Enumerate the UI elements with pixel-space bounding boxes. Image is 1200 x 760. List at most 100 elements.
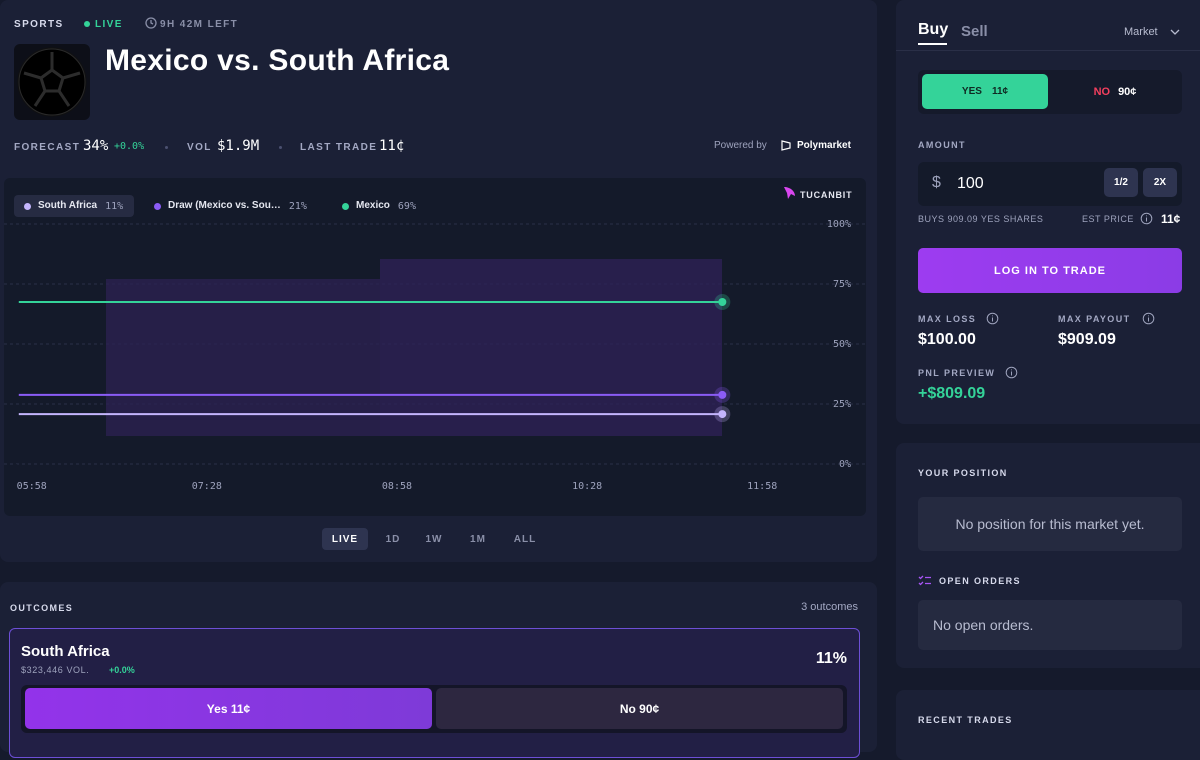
double-button[interactable]: 2X: [1143, 168, 1177, 197]
outcome-yes-button[interactable]: Yes 11¢: [25, 688, 432, 729]
outcome-volume: $323,446 VOL.: [21, 665, 90, 675]
volume-label: VOL: [187, 142, 212, 153]
provider-logo: [781, 140, 791, 151]
brand-logo: [784, 187, 795, 199]
outcomes-title: OUTCOMES: [10, 603, 74, 613]
recent-trades-title: RECENT TRADES: [918, 715, 1013, 725]
page: Mexico vs. South Africa {"header": {"cat…: [4, 0, 1200, 758]
y-tick-label: 100%: [827, 219, 851, 230]
time-left: 9H 42M LEFT: [160, 19, 239, 30]
max-loss-label: MAX LOSS: [918, 314, 977, 324]
market-title: Mexico vs. South Africa: [105, 44, 450, 77]
legend-label: South Africa: [38, 200, 98, 211]
orders-title: OPEN ORDERS: [939, 576, 1021, 586]
body: SPORTS LIVE 9H 42M LEFT Mexico vs. South…: [4, 0, 1200, 758]
pnl-value: +$809.09: [918, 385, 986, 402]
end-point: [718, 298, 727, 306]
brand-name: TUCANBIT: [800, 190, 853, 200]
trade-panel: [896, 0, 1200, 424]
x-tick-label: 05:58: [17, 481, 47, 492]
end-point: [718, 390, 727, 399]
login-button[interactable]: LOG IN TO TRADE: [918, 248, 1182, 293]
provider-name: Polymarket: [797, 140, 851, 151]
range-tab[interactable]: 1W: [425, 533, 443, 545]
outcomes-count: 3 outcomes: [801, 601, 858, 613]
yes-price: 11¢: [991, 86, 1009, 97]
outcome-change: +0.0%: [109, 665, 135, 675]
info-icon: [1142, 312, 1155, 325]
amount-input[interactable]: [918, 162, 1182, 206]
range-tab[interactable]: LIVE: [322, 528, 368, 550]
range-tab[interactable]: 1D: [385, 533, 401, 545]
divider: [896, 50, 1200, 51]
recent-trades-panel: [896, 690, 1200, 760]
volume-shade: [380, 259, 722, 436]
outcome-no-button[interactable]: No 90¢: [436, 688, 843, 729]
forecast-change: +0.0%: [114, 141, 145, 152]
no-label: NO: [1093, 85, 1111, 98]
range-tab[interactable]: ALL: [513, 533, 537, 545]
yes-button[interactable]: YES 11¢: [922, 74, 1048, 109]
x-tick-label: 07:28: [192, 481, 222, 492]
outcome-chance: 11%: [815, 650, 847, 667]
info-icon: [1140, 212, 1153, 225]
legend-highlight: [14, 195, 134, 217]
pnl-label: PNL PREVIEW: [918, 368, 996, 378]
orders-empty: No open orders.: [918, 600, 1182, 650]
info-icon: [986, 312, 999, 325]
category: SPORTS: [14, 19, 64, 30]
live-status: LIVE: [95, 19, 123, 30]
forecast-value: 34%: [83, 138, 109, 154]
y-tick-label: 50%: [833, 339, 851, 350]
legend-swatch: [154, 203, 161, 210]
clock-icon: [145, 17, 157, 29]
x-tick-label: 10:28: [572, 481, 602, 492]
last-trade-label: LAST TRADE: [300, 142, 378, 153]
max-payout: $909.09: [1058, 331, 1116, 348]
y-tick-label: 0%: [839, 459, 851, 470]
amount-label: AMOUNT: [918, 140, 966, 150]
legend-value: 21%: [288, 201, 307, 212]
max-payout-label: MAX PAYOUT: [1058, 314, 1131, 324]
no-price: 90¢: [1118, 85, 1137, 98]
last-trade-value: 11¢: [379, 138, 405, 154]
no-button[interactable]: NO 90¢: [1052, 74, 1178, 109]
event-icon: [14, 44, 90, 120]
buy-tab[interactable]: Buy: [918, 21, 949, 38]
separator: [279, 146, 282, 149]
legend-swatch: [24, 203, 31, 210]
max-loss: $100.00: [918, 331, 976, 348]
half-button[interactable]: 1/2: [1104, 168, 1138, 197]
legend-value: 11%: [105, 201, 124, 212]
currency: $: [932, 174, 941, 191]
legend-label: Draw (Mexico vs. Sou…: [168, 200, 281, 211]
range-tab[interactable]: 1M: [470, 533, 486, 545]
est-price: 11¢: [1161, 212, 1181, 226]
powered-by: Powered by: [714, 140, 767, 151]
y-tick-label: 25%: [833, 399, 851, 410]
position-empty: No position for this market yet.: [918, 497, 1182, 551]
separator: [165, 146, 168, 149]
tab-underline: [918, 43, 947, 45]
end-point: [718, 410, 727, 419]
live-dot: [84, 21, 90, 27]
legend-label: Mexico: [356, 200, 390, 211]
x-tick-label: 08:58: [382, 481, 412, 492]
amount-value: 100: [957, 175, 984, 192]
x-tick-label: 11:58: [747, 481, 777, 492]
y-tick-label: 75%: [833, 279, 851, 290]
forecast-label: FORECAST: [14, 142, 81, 153]
volume-shade: [106, 279, 380, 436]
yes-label: YES: [961, 86, 982, 97]
volume-value: $1.9M: [217, 138, 260, 154]
chevron-icon: [1170, 29, 1180, 35]
soccer-ball: [17, 47, 87, 117]
sell-tab[interactable]: Sell: [961, 23, 988, 40]
est-price-label: EST PRICE: [1082, 214, 1134, 224]
shares-estimate: BUYS 909.09 YES SHARES: [918, 214, 1044, 224]
legend-swatch: [342, 203, 349, 210]
order-type[interactable]: Market: [1124, 26, 1158, 38]
chart: 0% 25% 50% 75% 100% 05:58 07:28 08:58 10:28 11:58: [4, 219, 866, 492]
legend-value: 69%: [397, 201, 416, 212]
info-icon: [1005, 366, 1018, 379]
